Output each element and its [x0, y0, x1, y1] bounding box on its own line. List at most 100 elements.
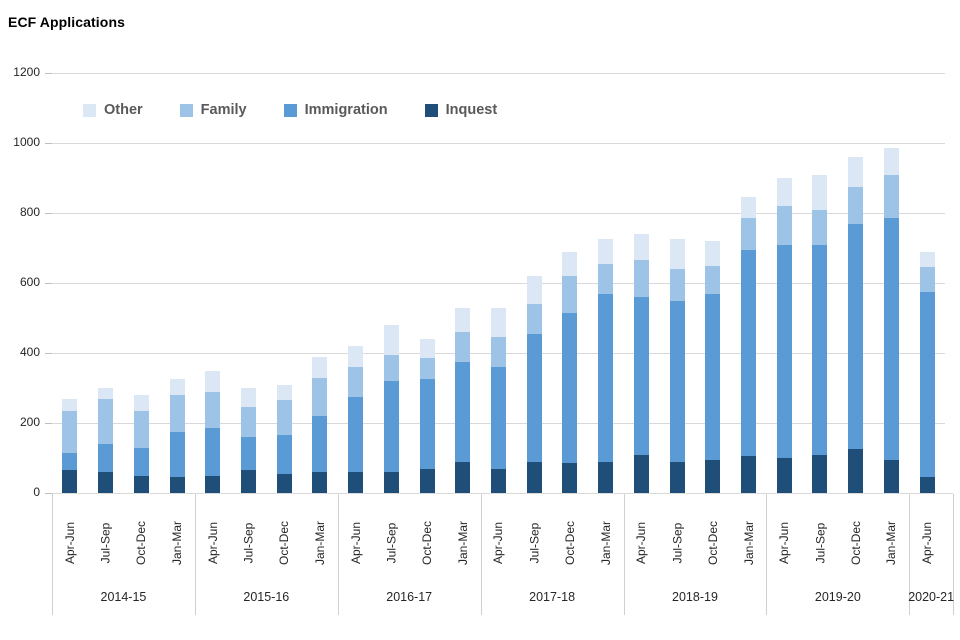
- y-axis-tick: [45, 212, 52, 214]
- bar-segment-other: [669, 239, 685, 269]
- x-axis-quarter-label: Apr-Jun: [916, 500, 938, 586]
- bar-segment-other: [205, 370, 221, 392]
- bar-segment-inquest: [705, 459, 721, 493]
- bar-segment-inquest: [491, 468, 506, 493]
- chart-title: ECF Applications: [8, 14, 125, 30]
- x-axis-quarter-label-text: Jan-Mar: [312, 520, 327, 566]
- legend-item-immigration: Immigration: [283, 102, 388, 118]
- bar-segment-inquest: [598, 461, 614, 493]
- x-axis-quarter-label-text: Apr-Jun: [62, 521, 77, 565]
- x-axis-line: [52, 493, 953, 494]
- bar-segment-immigration: [919, 291, 935, 478]
- x-axis-quarter-label-text: Oct-Dec: [420, 520, 435, 566]
- bar-segment-immigration: [848, 223, 864, 450]
- bar-segment-family: [383, 354, 399, 381]
- bar-segment-other: [812, 174, 828, 210]
- x-axis-quarter-label: Oct-Dec: [130, 500, 152, 586]
- plot-area: Other Family Immigration Inquest: [45, 72, 945, 494]
- bar-segment-inquest: [741, 456, 757, 493]
- y-axis-tick: [45, 282, 52, 284]
- bar-segment-family: [812, 209, 828, 245]
- bar-segment-immigration: [812, 244, 828, 455]
- category-divider: [623, 494, 625, 615]
- bar-segment-family: [562, 276, 578, 313]
- bar-segment-other: [455, 307, 471, 332]
- bar-segment-family: [776, 206, 792, 245]
- x-axis-quarter-label: Oct-Dec: [702, 500, 724, 586]
- x-axis-quarter-label: Apr-Jun: [59, 500, 81, 586]
- bar-segment-immigration: [491, 367, 506, 469]
- x-axis-year-label-2016-17: 2016-17: [386, 590, 433, 604]
- bar-2018-19-jul-sep: [669, 239, 685, 493]
- bar-segment-other: [383, 325, 399, 355]
- legend-label-immigration: Immigration: [304, 102, 388, 118]
- bar-segment-other: [848, 157, 864, 187]
- bar-segment-family: [62, 410, 78, 453]
- category-divider: [909, 494, 911, 615]
- bar-segment-inquest: [169, 477, 185, 493]
- x-axis-quarter-label: Jul-Sep: [95, 500, 117, 586]
- bar-segment-immigration: [419, 379, 435, 469]
- bar-2014-15-oct-dec: [133, 395, 149, 493]
- bar-segment-inquest: [669, 461, 685, 493]
- bar-segment-other: [98, 388, 114, 399]
- bar-segment-inquest: [848, 449, 864, 493]
- x-axis-quarter-label: Apr-Jun: [202, 500, 224, 586]
- y-axis-tick: [45, 422, 52, 424]
- bar-segment-inquest: [62, 470, 78, 493]
- x-axis-quarter-label: Jul-Sep: [809, 500, 831, 586]
- bar-segment-other: [348, 346, 364, 367]
- bar-2017-18-oct-dec: [562, 251, 578, 493]
- x-axis-quarter-label-text: Jan-Mar: [741, 520, 756, 566]
- bar-segment-immigration: [133, 447, 149, 476]
- bar-segment-inquest: [419, 468, 435, 493]
- bar-segment-immigration: [312, 416, 328, 472]
- bar-2014-15-apr-jun: [62, 398, 78, 493]
- bar-segment-family: [598, 263, 614, 294]
- bar-segment-immigration: [383, 381, 399, 472]
- bar-segment-inquest: [919, 477, 935, 493]
- bar-segment-family: [669, 269, 685, 301]
- bar-segment-immigration: [633, 297, 649, 455]
- x-axis-quarter-label: Oct-Dec: [845, 500, 867, 586]
- x-axis-quarter-label-text: Apr-Jun: [491, 521, 506, 565]
- x-axis-quarter-label-text: Oct-Dec: [277, 520, 292, 566]
- x-axis-quarter-label-text: Jul-Sep: [812, 522, 827, 564]
- bar-2017-18-jan-mar: [598, 239, 614, 493]
- x-axis-quarter-label: Oct-Dec: [416, 500, 438, 586]
- bar-segment-other: [526, 276, 542, 304]
- legend-label-inquest: Inquest: [445, 102, 498, 118]
- bar-segment-other: [883, 148, 899, 175]
- bar-segment-family: [419, 358, 435, 380]
- x-axis-quarter-label-text: Jan-Mar: [170, 520, 185, 566]
- y-axis-tick: [45, 72, 52, 74]
- legend: Other Family Immigration Inquest: [83, 102, 497, 118]
- bar-segment-family: [276, 400, 292, 436]
- bar-segment-immigration: [526, 333, 542, 462]
- y-axis-tick-label: 600: [19, 275, 40, 289]
- bar-2019-20-oct-dec: [848, 157, 864, 493]
- bar-segment-family: [133, 410, 149, 448]
- bar-segment-immigration: [883, 218, 899, 460]
- bar-2020-21-apr-jun: [919, 251, 935, 493]
- x-axis-quarter-label: Jan-Mar: [595, 500, 617, 586]
- bar-segment-immigration: [276, 435, 292, 474]
- bar-2015-16-jan-mar: [312, 356, 328, 493]
- bar-segment-family: [633, 260, 649, 297]
- x-axis-quarter-label-text: Jul-Sep: [241, 522, 256, 564]
- bar-2015-16-apr-jun: [205, 370, 221, 493]
- bar-2017-18-apr-jun: [491, 307, 506, 493]
- bar-segment-inquest: [383, 472, 399, 493]
- legend-swatch-icon-other: [83, 103, 96, 117]
- gridline-800: [52, 212, 945, 214]
- bar-segment-inquest: [133, 475, 149, 493]
- x-axis-quarter-label: Jul-Sep: [237, 500, 259, 586]
- gridline-600: [52, 282, 945, 284]
- x-axis-quarter-label: Jan-Mar: [452, 500, 474, 586]
- bar-2016-17-apr-jun: [348, 346, 364, 493]
- bar-segment-family: [312, 377, 328, 416]
- bar-segment-family: [169, 395, 185, 432]
- x-axis-quarter-label-text: Oct-Dec: [134, 520, 149, 566]
- x-axis-quarter-label-text: Apr-Jun: [777, 521, 792, 565]
- x-axis: Apr-Jun Jul-Sep Oct-Dec Jan-Mar Apr-Jun Jul-S…: [0, 493, 960, 623]
